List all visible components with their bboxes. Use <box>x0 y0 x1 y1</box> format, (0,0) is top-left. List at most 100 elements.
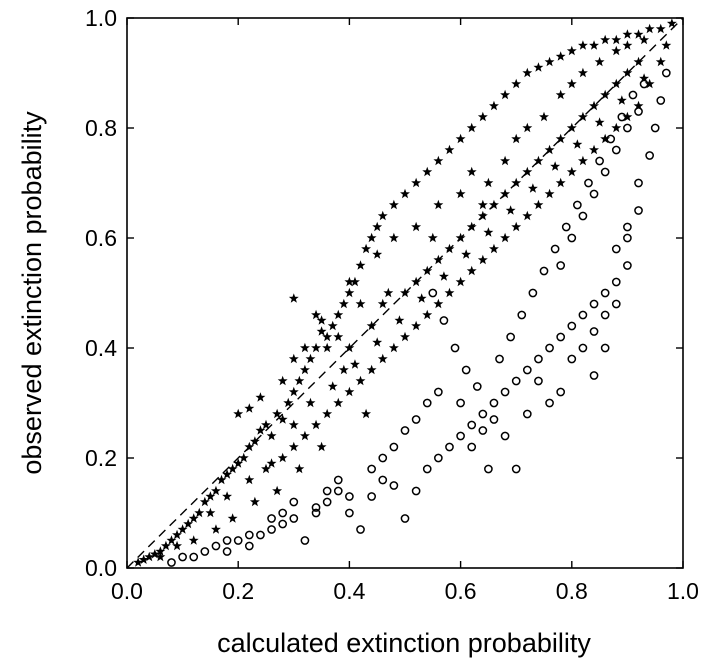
circle-point <box>567 321 577 331</box>
star-point <box>322 408 333 419</box>
star-point <box>177 524 188 534</box>
star-point <box>500 89 511 100</box>
star-point <box>194 507 205 518</box>
star-point <box>594 117 605 127</box>
circle-point <box>528 288 538 298</box>
circle-point <box>411 415 421 424</box>
star-point <box>566 122 577 133</box>
x-tick-label: 0.2 <box>222 578 254 604</box>
star-point <box>222 469 233 479</box>
star-point <box>222 491 233 501</box>
circle-point <box>534 376 543 386</box>
star-point <box>294 375 305 386</box>
star-point <box>261 463 271 474</box>
circle-point <box>244 541 254 551</box>
star-point <box>444 243 455 254</box>
star-point <box>377 353 388 364</box>
star-point <box>444 144 455 155</box>
circle-point <box>211 541 221 551</box>
star-point <box>477 111 488 122</box>
star-point <box>372 337 383 347</box>
circle-point <box>400 514 410 523</box>
star-point <box>211 485 221 496</box>
circle-point <box>550 244 560 254</box>
y-tick-label: 0.2 <box>85 445 117 471</box>
star-point <box>589 100 599 111</box>
circle-point <box>489 398 499 408</box>
star-point <box>644 78 655 89</box>
star-point <box>489 243 499 254</box>
circle-point <box>595 156 604 166</box>
circle-point <box>389 481 399 490</box>
star-point <box>572 139 583 149</box>
star-point <box>622 67 633 78</box>
circle-point <box>661 68 671 78</box>
star-point <box>411 221 422 232</box>
star-point <box>500 188 511 199</box>
star-point <box>461 249 472 259</box>
star-point <box>199 496 210 507</box>
star-point <box>261 419 271 430</box>
star-point <box>316 315 327 325</box>
circle-point <box>623 222 632 232</box>
circle-point <box>222 536 232 545</box>
circle-point <box>244 530 254 540</box>
star-point <box>244 403 255 413</box>
star-point <box>355 375 366 386</box>
circle-point <box>422 464 432 474</box>
circle-point <box>623 261 632 270</box>
circle-point <box>511 376 521 386</box>
star-point <box>327 320 338 331</box>
star-point <box>611 122 622 133</box>
circle-point <box>645 151 654 160</box>
circle-point <box>650 123 660 133</box>
star-point <box>400 331 410 342</box>
circle-point <box>367 464 376 474</box>
star-point <box>555 89 566 100</box>
circle-point <box>611 244 621 254</box>
x-tick-label: 0.6 <box>445 578 477 604</box>
circle-point <box>628 90 638 100</box>
circle-point <box>617 112 627 122</box>
star-point <box>288 293 299 303</box>
y-tick-label: 0.8 <box>85 115 117 141</box>
star-point <box>600 34 611 45</box>
x-axis-title: calculated extinction probability <box>217 628 591 658</box>
circle-point <box>606 134 616 144</box>
circle-point <box>189 552 199 562</box>
star-point <box>594 56 605 67</box>
circle-point <box>467 442 477 452</box>
star-point <box>633 29 644 39</box>
star-point <box>327 381 338 391</box>
star-point <box>366 364 377 375</box>
circle-point <box>345 508 354 518</box>
star-point <box>539 111 549 122</box>
star-point <box>400 188 410 199</box>
circle-point <box>461 365 471 375</box>
circle-point <box>639 79 649 89</box>
circle-point <box>311 503 321 512</box>
y-tick-label: 0.0 <box>85 555 117 581</box>
star-point <box>316 326 327 336</box>
star-point <box>277 414 288 424</box>
star-point <box>311 342 321 353</box>
star-point <box>433 155 444 166</box>
circle-point <box>600 343 610 353</box>
star-point <box>211 524 221 534</box>
star-point <box>550 161 561 171</box>
star-point <box>455 133 466 144</box>
circle-point <box>389 442 399 452</box>
circle-point <box>467 420 477 430</box>
data-points <box>133 18 677 567</box>
circle-point <box>278 508 288 518</box>
star-point <box>466 166 477 177</box>
circle-point <box>623 123 632 133</box>
circle-point <box>345 492 354 501</box>
circle-point <box>456 431 465 441</box>
circle-point <box>200 547 210 556</box>
star-point <box>611 78 622 89</box>
star-point <box>600 89 611 100</box>
circle-point <box>356 525 365 534</box>
star-point <box>655 23 666 34</box>
star-point <box>427 232 438 243</box>
